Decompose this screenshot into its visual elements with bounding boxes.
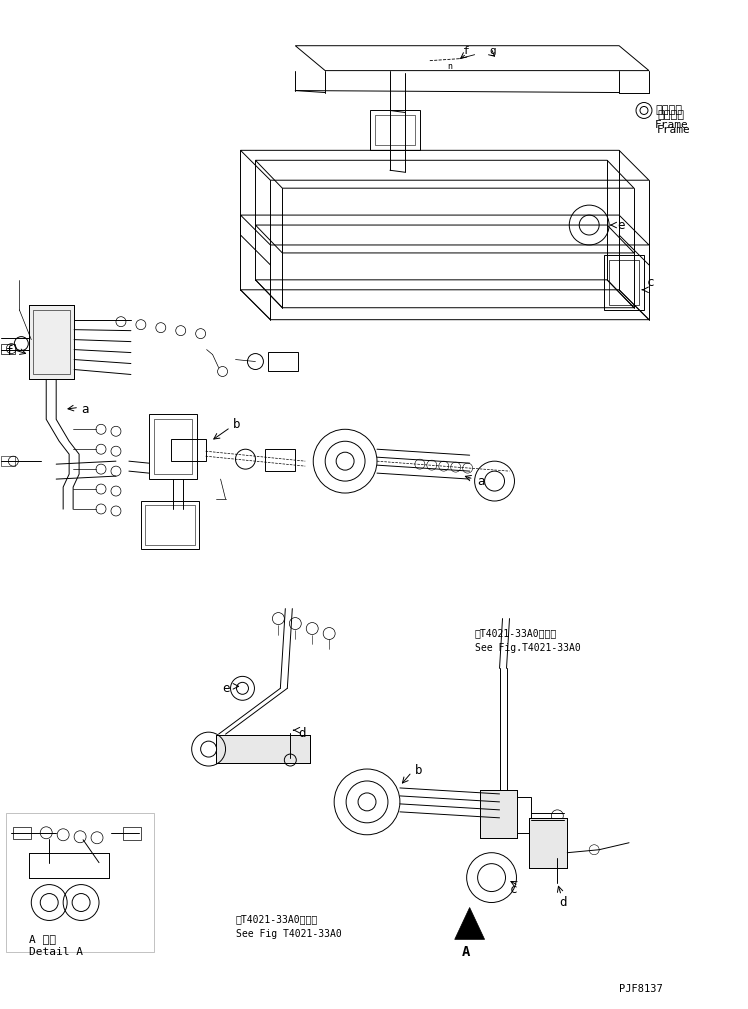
- Text: フレーム: フレーム: [655, 106, 682, 115]
- Text: a: a: [81, 403, 88, 416]
- Text: Frame: Frame: [655, 120, 689, 130]
- Bar: [375, 115, 415, 145]
- Text: A: A: [462, 945, 470, 960]
- Bar: [518, 797, 531, 832]
- Text: Frame: Frame: [657, 125, 690, 135]
- Bar: [29, 305, 74, 379]
- Bar: [145, 504, 194, 545]
- Bar: [609, 260, 639, 305]
- Bar: [479, 790, 518, 837]
- Text: 第T4021-33A0図参照: 第T4021-33A0図参照: [236, 914, 318, 924]
- Bar: [215, 736, 310, 763]
- Bar: [530, 818, 567, 868]
- Bar: [29, 305, 74, 379]
- Text: 第T4021-33A0図参照: 第T4021-33A0図参照: [475, 629, 557, 639]
- Bar: [604, 255, 644, 310]
- Text: e: e: [617, 219, 625, 231]
- Bar: [7, 813, 154, 952]
- Bar: [1, 344, 16, 353]
- Text: PJF8137: PJF8137: [619, 984, 663, 994]
- Bar: [33, 310, 70, 374]
- Text: f: f: [463, 45, 470, 55]
- Text: g: g: [490, 45, 497, 55]
- Text: c: c: [647, 276, 654, 290]
- Bar: [171, 439, 206, 461]
- Polygon shape: [455, 907, 485, 939]
- Text: e: e: [223, 682, 230, 695]
- Text: A 詳細: A 詳細: [29, 934, 56, 944]
- Text: f: f: [5, 345, 13, 358]
- Bar: [149, 415, 197, 479]
- Text: a: a: [478, 474, 485, 487]
- Bar: [1, 456, 16, 466]
- Text: b: b: [415, 764, 423, 777]
- Text: Detail A: Detail A: [29, 947, 83, 958]
- Bar: [479, 790, 518, 837]
- Text: b: b: [233, 418, 240, 431]
- Text: c: c: [509, 883, 517, 896]
- Bar: [530, 818, 567, 868]
- Text: d: d: [298, 726, 306, 740]
- Text: See Fig.T4021-33A0: See Fig.T4021-33A0: [475, 644, 580, 654]
- Text: d: d: [560, 896, 567, 909]
- Text: See Fig T4021-33A0: See Fig T4021-33A0: [236, 929, 341, 939]
- Bar: [154, 420, 191, 474]
- Text: n: n: [448, 63, 453, 71]
- Bar: [141, 501, 199, 549]
- Bar: [123, 826, 141, 839]
- Bar: [370, 110, 420, 150]
- Text: フレーム: フレーム: [657, 110, 684, 120]
- Bar: [215, 736, 310, 763]
- Bar: [269, 351, 298, 371]
- Bar: [266, 449, 295, 471]
- Bar: [13, 826, 31, 838]
